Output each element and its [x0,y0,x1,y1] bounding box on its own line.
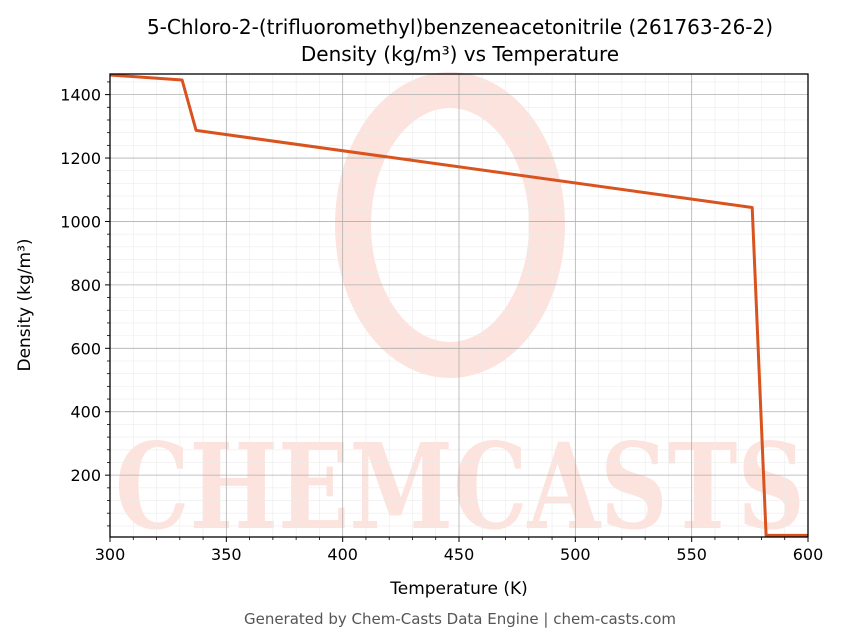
y-axis-label: Density (kg/m³) [15,238,35,371]
watermark-logo-ring [335,72,565,378]
x-tick-label: 550 [676,545,707,564]
watermark-text: CHEMCASTS [115,417,805,556]
tick-layer: 300 350 400 450 500 550 600 200 400 600 800 1000 120… [60,81,824,564]
x-tick-label: 500 [560,545,591,564]
chart-subtitle: Density (kg/m³) vs Temperature [301,42,619,66]
footer-credit: Generated by Chem-Casts Data Engine | ch… [244,610,676,628]
x-axis-label: Temperature (K) [389,579,528,599]
y-tick-label: 800 [70,276,101,295]
chart-title: 5-Chloro-2-(trifluoromethyl)benzeneaceto… [147,15,773,39]
watermark: CHEMCASTS [115,72,805,556]
y-tick-label: 1000 [60,212,101,231]
y-tick-label: 600 [70,339,101,358]
x-tick-label: 450 [444,545,475,564]
y-tick-label: 1200 [60,149,101,168]
series-layer [109,73,808,537]
x-tick-label: 300 [95,545,126,564]
y-tick-label: 1400 [60,86,101,105]
series-line-0 [109,73,808,537]
y-tick-label: 400 [70,403,101,422]
x-tick-label: 350 [211,545,242,564]
y-tick-label: 200 [70,466,101,485]
x-tick-label: 400 [327,545,358,564]
x-tick-label: 600 [793,545,824,564]
